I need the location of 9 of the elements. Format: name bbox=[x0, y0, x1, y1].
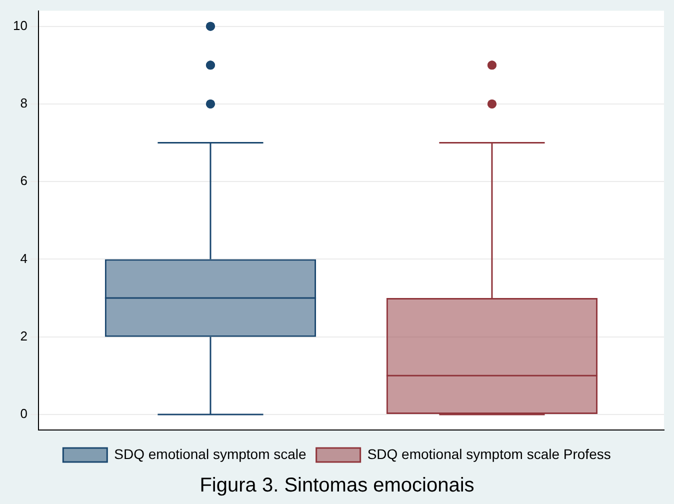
text: Figura 3. Sintomas emocionais bbox=[200, 474, 474, 497]
legend-label: SDQ emotional symptom scale bbox=[114, 446, 307, 462]
y-tick-label: 0 bbox=[20, 406, 28, 422]
y-tick-label: 2 bbox=[20, 328, 28, 344]
y-tick-label: 6 bbox=[20, 173, 28, 188]
y-tick-label: 4 bbox=[20, 250, 28, 266]
legend-label: SDQ emotional symptom scale Profess bbox=[367, 446, 611, 462]
y-tick-label: 10 bbox=[12, 18, 28, 33]
y-tick-label: 8 bbox=[20, 96, 28, 111]
